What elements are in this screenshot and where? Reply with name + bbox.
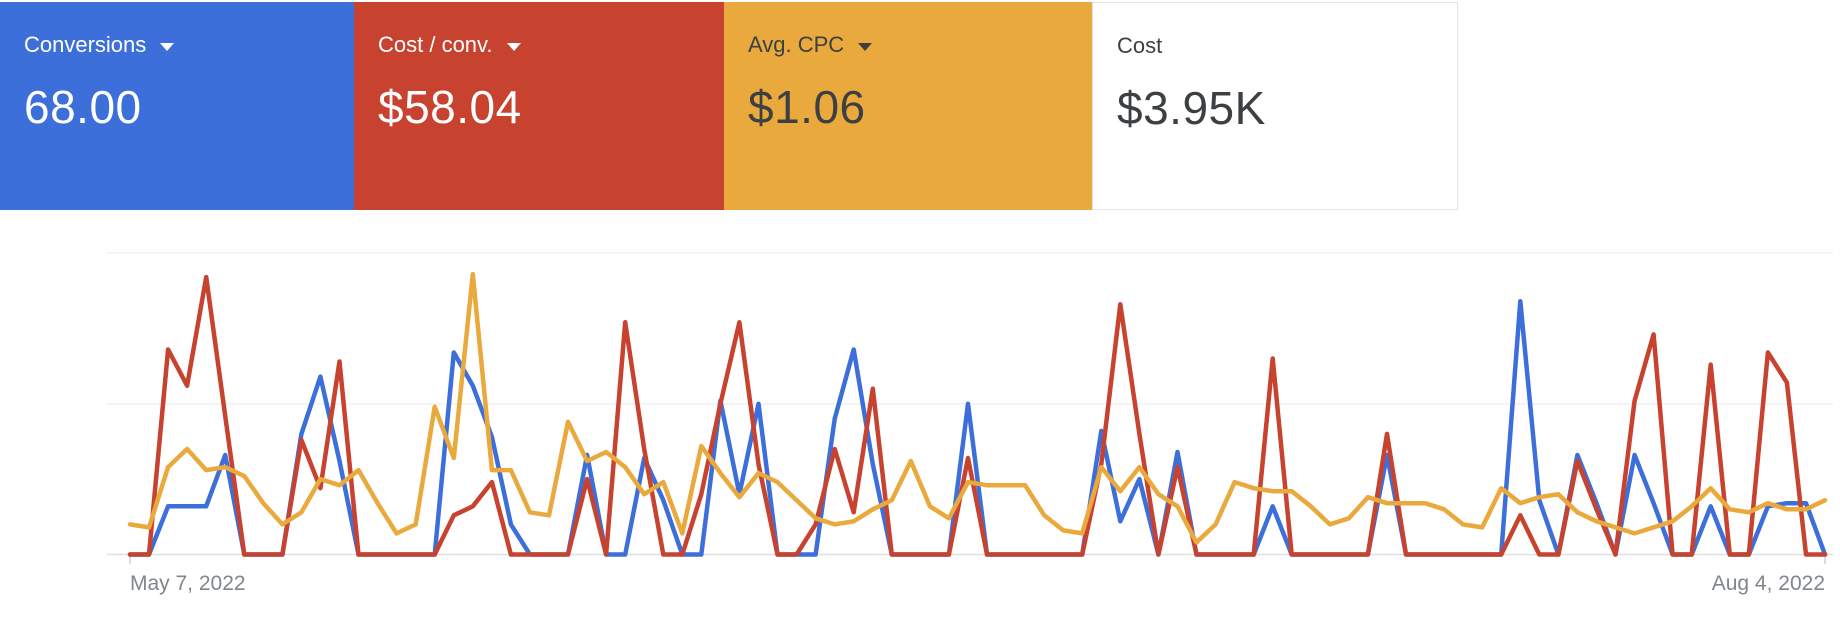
dropdown-arrow-icon [160,42,175,51]
scorecard-row: Conversions 68.00 Cost / conv. $58.04 Av… [0,2,1458,210]
metric-selector-dropdown: Cost [1117,33,1457,59]
metric-card-avg-cpc[interactable]: Avg. CPC $1.06 [724,2,1092,210]
metric-value: $58.04 [378,81,522,133]
metric-card-conversions[interactable]: Conversions 68.00 [0,2,354,210]
metric-label: Conversions [24,32,147,57]
metric-selector-dropdown[interactable]: Cost / conv. [378,32,724,58]
dropdown-arrow-icon [506,42,521,51]
metric-card-cost-conv[interactable]: Cost / conv. $58.04 [354,2,724,210]
metric-label: Avg. CPC [748,32,845,57]
metric-label: Cost [1117,33,1163,58]
metric-selector-dropdown[interactable]: Avg. CPC [748,32,1092,58]
metric-value: 68.00 [24,81,142,133]
x-axis-start-label: May 7, 2022 [130,572,246,595]
series-line-avg-cpc [127,271,1828,545]
metric-card-cost[interactable]: Cost $3.95K [1092,2,1458,210]
metric-selector-dropdown[interactable]: Conversions [24,32,354,58]
metric-label: Cost / conv. [378,32,493,57]
series-line-cost-conv [127,274,1828,557]
x-axis-end-label: Aug 4, 2022 [1712,572,1825,595]
metric-value: $3.95K [1117,82,1266,134]
metric-value: $1.06 [748,81,866,133]
dropdown-arrow-icon [858,42,873,51]
